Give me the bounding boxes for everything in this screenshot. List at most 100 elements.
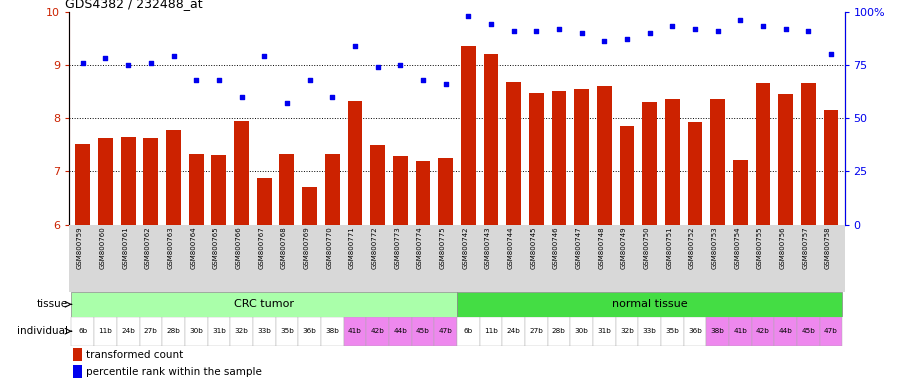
Text: 38b: 38b bbox=[711, 328, 725, 334]
Point bbox=[484, 21, 498, 27]
Text: GSM800766: GSM800766 bbox=[235, 227, 242, 270]
Text: 38b: 38b bbox=[325, 328, 339, 334]
Bar bbox=[480, 317, 502, 346]
Point bbox=[619, 36, 634, 42]
Text: GSM800756: GSM800756 bbox=[780, 227, 785, 269]
Text: 35b: 35b bbox=[665, 328, 679, 334]
Text: GSM800749: GSM800749 bbox=[621, 227, 627, 269]
Text: 32b: 32b bbox=[620, 328, 634, 334]
Point bbox=[121, 62, 136, 68]
Bar bbox=[366, 317, 389, 346]
Bar bbox=[393, 156, 408, 225]
Text: GSM800770: GSM800770 bbox=[326, 227, 332, 270]
Bar bbox=[461, 46, 475, 225]
Bar bbox=[73, 348, 82, 361]
Text: GSM800755: GSM800755 bbox=[757, 227, 763, 269]
Text: GSM800746: GSM800746 bbox=[553, 227, 559, 269]
Text: individual: individual bbox=[18, 326, 68, 336]
Text: GSM800751: GSM800751 bbox=[666, 227, 672, 269]
Text: 41b: 41b bbox=[348, 328, 362, 334]
Text: GSM800775: GSM800775 bbox=[439, 227, 446, 269]
Text: 31b: 31b bbox=[212, 328, 226, 334]
Text: GSM800774: GSM800774 bbox=[417, 227, 423, 269]
Bar bbox=[71, 292, 457, 317]
Point bbox=[234, 94, 249, 100]
Text: GSM800753: GSM800753 bbox=[712, 227, 717, 269]
Bar bbox=[298, 317, 321, 346]
Point bbox=[280, 100, 294, 106]
Text: GSM800772: GSM800772 bbox=[372, 227, 378, 269]
Text: 6b: 6b bbox=[78, 328, 88, 334]
Text: normal tissue: normal tissue bbox=[612, 299, 688, 310]
Bar bbox=[525, 317, 547, 346]
Bar bbox=[189, 154, 204, 225]
Bar bbox=[257, 178, 271, 225]
Point bbox=[665, 23, 679, 30]
Bar bbox=[412, 317, 434, 346]
Bar bbox=[389, 317, 412, 346]
Bar bbox=[117, 317, 139, 346]
Point bbox=[574, 30, 589, 36]
Bar bbox=[143, 138, 158, 225]
Text: 32b: 32b bbox=[234, 328, 248, 334]
Bar bbox=[593, 317, 616, 346]
Bar bbox=[98, 138, 113, 225]
Point bbox=[76, 60, 90, 66]
Bar bbox=[661, 317, 684, 346]
Text: 47b: 47b bbox=[824, 328, 838, 334]
Bar bbox=[457, 317, 480, 346]
Text: 44b: 44b bbox=[393, 328, 407, 334]
Bar bbox=[616, 317, 638, 346]
Text: GSM800765: GSM800765 bbox=[213, 227, 219, 269]
Point bbox=[257, 53, 271, 60]
Text: 44b: 44b bbox=[779, 328, 793, 334]
Bar bbox=[684, 317, 706, 346]
Text: 42b: 42b bbox=[756, 328, 770, 334]
Text: 28b: 28b bbox=[166, 328, 180, 334]
Point bbox=[189, 77, 204, 83]
Bar bbox=[321, 317, 343, 346]
Bar bbox=[76, 144, 90, 225]
Text: 27b: 27b bbox=[529, 328, 543, 334]
Text: GSM800745: GSM800745 bbox=[530, 227, 536, 269]
Bar bbox=[211, 156, 226, 225]
Bar bbox=[619, 126, 634, 225]
Text: 11b: 11b bbox=[484, 328, 497, 334]
Bar bbox=[343, 317, 366, 346]
Bar bbox=[280, 154, 294, 225]
Text: 41b: 41b bbox=[734, 328, 748, 334]
Bar bbox=[302, 187, 317, 225]
Text: 36b: 36b bbox=[688, 328, 701, 334]
Point bbox=[552, 25, 567, 31]
Text: 42b: 42b bbox=[371, 328, 385, 334]
Point bbox=[801, 28, 816, 34]
Bar bbox=[665, 99, 679, 225]
Point bbox=[302, 77, 317, 83]
Point bbox=[642, 30, 657, 36]
Bar bbox=[166, 130, 181, 225]
Bar bbox=[71, 317, 94, 346]
Point bbox=[143, 60, 158, 66]
Bar bbox=[438, 158, 453, 225]
Bar bbox=[434, 317, 457, 346]
Text: GSM800773: GSM800773 bbox=[394, 227, 401, 270]
Bar bbox=[347, 101, 362, 225]
Point bbox=[733, 17, 748, 23]
Bar bbox=[706, 317, 729, 346]
Bar bbox=[162, 317, 185, 346]
Point bbox=[393, 62, 408, 68]
Text: 47b: 47b bbox=[438, 328, 452, 334]
Point bbox=[823, 51, 838, 57]
Text: 45b: 45b bbox=[801, 328, 815, 334]
Text: 30b: 30b bbox=[189, 328, 203, 334]
Text: 27b: 27b bbox=[144, 328, 158, 334]
Point bbox=[166, 53, 181, 60]
Bar bbox=[552, 91, 567, 225]
Text: GSM800752: GSM800752 bbox=[689, 227, 695, 269]
Text: GSM800758: GSM800758 bbox=[825, 227, 831, 269]
Text: 45b: 45b bbox=[416, 328, 430, 334]
Bar bbox=[774, 317, 797, 346]
Text: GDS4382 / 232488_at: GDS4382 / 232488_at bbox=[66, 0, 203, 10]
Text: tissue: tissue bbox=[37, 299, 68, 310]
Bar bbox=[751, 317, 774, 346]
